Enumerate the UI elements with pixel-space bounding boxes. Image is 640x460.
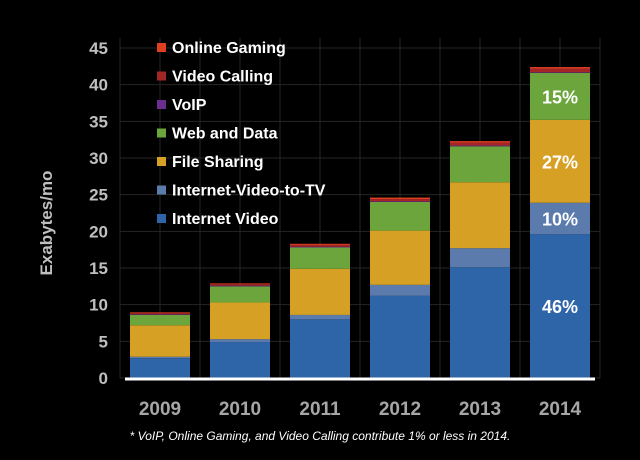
bar-segment — [530, 234, 590, 378]
bar-segment — [290, 319, 350, 378]
bar-segment — [210, 285, 270, 287]
x-tick-label: 2012 — [379, 399, 421, 420]
legend-label: Video Calling — [172, 69, 273, 86]
bar-segment — [450, 267, 510, 378]
bar-segment — [370, 295, 430, 378]
legend-label: Internet-Video-to-TV — [172, 183, 326, 200]
bar-segment — [530, 72, 590, 73]
y-tick-label: 35 — [89, 112, 108, 131]
y-axis-label: Exabytes/mo — [37, 171, 56, 276]
y-tick-label: 25 — [89, 186, 108, 205]
bar-segment — [370, 230, 430, 285]
bar-segment — [130, 358, 190, 378]
x-tick-label: 2014 — [539, 399, 582, 420]
data-label: 10% — [542, 210, 578, 230]
bar-segment — [290, 314, 350, 320]
legend-swatch — [157, 157, 166, 166]
bar-segment — [290, 244, 350, 247]
bar-segment — [370, 199, 430, 202]
bar-segment — [290, 246, 350, 248]
bar-segment — [450, 182, 510, 249]
bar-segment — [530, 67, 590, 69]
x-tick-label: 2011 — [299, 399, 341, 420]
bar-segment — [210, 339, 270, 343]
bar-segment — [130, 356, 190, 359]
bar-segment — [370, 284, 430, 296]
bar-segment — [370, 201, 430, 202]
y-tick-label: 15 — [89, 259, 108, 278]
y-tick-label: 30 — [89, 149, 108, 168]
footnote: * VoIP, Online Gaming, and Video Calling… — [129, 429, 511, 443]
bar-segment — [130, 314, 190, 315]
legend-swatch — [157, 214, 166, 223]
x-tick-label: 2013 — [459, 399, 501, 420]
data-label: 27% — [542, 152, 578, 172]
bar-segment — [450, 142, 510, 146]
y-tick-label: 45 — [89, 39, 108, 58]
bar-segment — [530, 72, 590, 120]
legend-label: Online Gaming — [172, 40, 286, 57]
legend-swatch — [157, 185, 166, 195]
y-tick-label: 20 — [89, 222, 108, 241]
legend-swatch — [157, 71, 166, 81]
bar-segment — [290, 247, 350, 269]
bar-segment — [370, 202, 430, 231]
bar-segment — [370, 197, 430, 200]
x-tick-label: 2010 — [219, 399, 261, 420]
bar-segment — [530, 68, 590, 73]
bar-segment — [450, 141, 510, 143]
legend-swatch — [157, 43, 166, 52]
y-tick-label: 5 — [99, 332, 108, 351]
bar-segment — [130, 312, 190, 314]
legend-label: VoIP — [172, 97, 207, 114]
bar-segment — [450, 248, 510, 268]
bar-segment — [130, 314, 190, 326]
x-tick-label: 2009 — [139, 399, 181, 420]
bar-segment — [130, 313, 190, 315]
legend-swatch — [157, 100, 166, 109]
bar-segment — [290, 243, 350, 245]
y-tick-label: 10 — [89, 296, 108, 315]
bar-segment — [530, 202, 590, 235]
y-tick-label: 0 — [99, 369, 108, 388]
bar-segment — [450, 146, 510, 183]
legend-label: File Sharing — [172, 154, 264, 171]
y-tick-label: 40 — [89, 76, 108, 95]
bar-segment — [290, 268, 350, 315]
bar-segment — [210, 284, 270, 286]
bar-segment — [210, 342, 270, 378]
bar-segment — [210, 286, 270, 303]
data-label: 46% — [542, 297, 578, 317]
bar-segment — [130, 325, 190, 357]
chart: 0 5 10 15 20 25 30 35 40 45 Exabytes/mo 2009 2010 201… — [37, 38, 601, 420]
bar-segment — [210, 302, 270, 340]
legend-label: Web and Data — [172, 126, 278, 143]
legend-label: Internet Video — [172, 211, 279, 228]
bar-segment — [450, 145, 510, 147]
bar-segment — [210, 283, 270, 285]
legend-swatch — [157, 128, 166, 138]
bar-segment — [530, 119, 590, 203]
data-label: 15% — [542, 87, 578, 107]
